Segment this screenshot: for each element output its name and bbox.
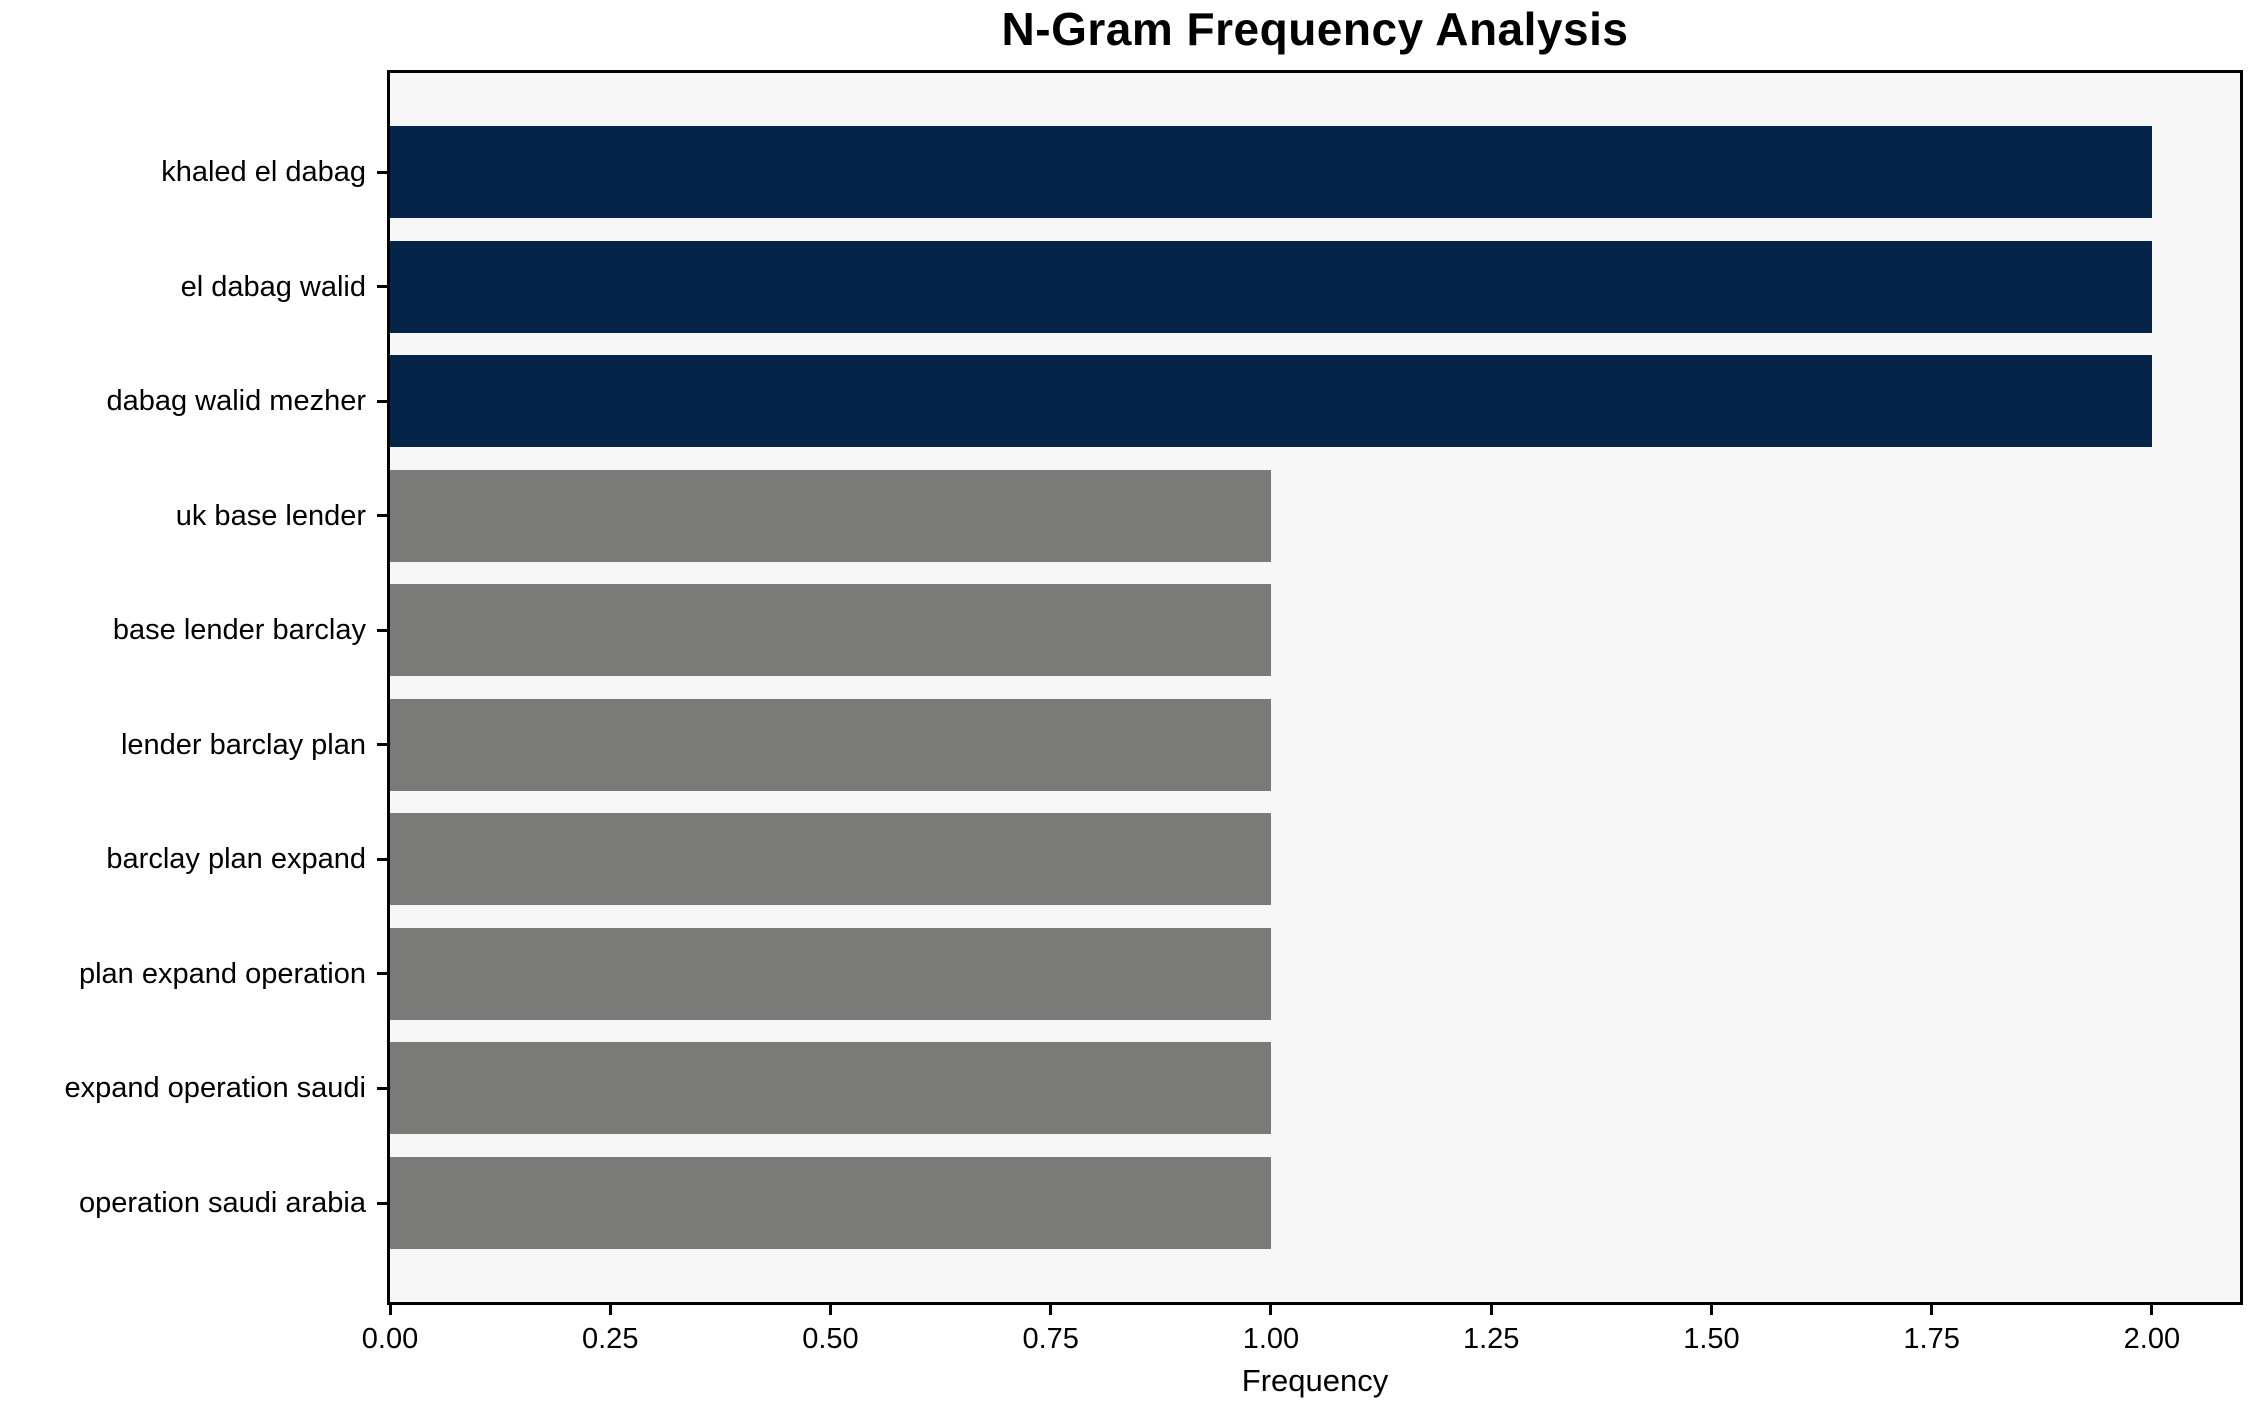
bar-row	[390, 355, 2240, 448]
x-tick-label: 1.50	[1683, 1323, 1740, 1355]
x-tick-mark	[1049, 1305, 1053, 1315]
bar	[390, 1042, 1271, 1135]
x-tick-mark	[1269, 1305, 1273, 1315]
bar	[390, 698, 1271, 791]
x-tick-label: 1.25	[1462, 1323, 1520, 1355]
x-tick-mark	[1930, 1305, 1934, 1315]
y-tick-mark	[377, 170, 387, 174]
x-tick-label: 0.00	[361, 1323, 419, 1355]
bar-row	[390, 469, 2240, 562]
y-tick-label: lender barclay plan	[120, 728, 366, 761]
y-tick-mark	[377, 514, 387, 518]
bar	[390, 1156, 1271, 1249]
plot-area	[387, 70, 2243, 1305]
y-tick-label: plan expand operation	[78, 957, 366, 990]
bar-row	[390, 927, 2240, 1020]
bar	[390, 927, 1271, 1020]
bar	[390, 240, 2152, 333]
y-tick-mark	[377, 1086, 387, 1090]
bar	[390, 126, 2152, 218]
y-tick-label: barclay plan expand	[106, 843, 366, 876]
x-tick-mark	[1489, 1305, 1493, 1315]
x-tick-mark	[608, 1305, 612, 1315]
y-tick-mark	[377, 857, 387, 861]
x-tick-label: 0.50	[802, 1323, 859, 1355]
bars-layer	[390, 73, 2240, 1302]
y-tick-mark	[377, 1201, 387, 1205]
y-tick-mark	[377, 628, 387, 632]
y-tick-mark	[377, 399, 387, 403]
bar-row	[390, 813, 2240, 906]
x-axis-title: Frequency	[1241, 1363, 1389, 1398]
x-tick-label: 0.75	[1022, 1323, 1079, 1355]
x-tick-label: 1.75	[1903, 1323, 1960, 1355]
y-tick-mark	[377, 285, 387, 289]
x-tick-mark	[2150, 1305, 2154, 1315]
bar	[390, 469, 1271, 562]
y-tick-label: operation saudi arabia	[79, 1187, 366, 1219]
chart-title: N-Gram Frequency Analysis	[1001, 3, 1629, 55]
y-tick-label: base lender barclay	[112, 614, 366, 647]
y-tick-mark	[377, 743, 387, 747]
bar	[390, 584, 1271, 677]
x-tick-label: 2.00	[2123, 1323, 2181, 1355]
x-tick-label: 0.25	[582, 1323, 639, 1355]
bar-row	[390, 1042, 2240, 1135]
bar	[390, 813, 1271, 906]
bar-row	[390, 240, 2240, 333]
bar	[390, 355, 2152, 448]
y-tick-label: uk base lender	[175, 499, 366, 532]
x-tick-mark	[1709, 1305, 1713, 1315]
y-tick-label: khaled el dabag	[161, 156, 366, 188]
x-tick-label: 1.00	[1242, 1323, 1300, 1355]
x-tick-mark	[388, 1305, 392, 1315]
x-tick-mark	[828, 1305, 832, 1315]
y-tick-label: expand operation saudi	[64, 1072, 366, 1105]
bar-row	[390, 1156, 2240, 1249]
bar-row	[390, 584, 2240, 677]
y-tick-mark	[377, 972, 387, 976]
bar-row	[390, 126, 2240, 218]
y-tick-label: dabag walid mezher	[106, 385, 366, 418]
y-tick-label: el dabag walid	[180, 270, 366, 303]
bar-row	[390, 698, 2240, 791]
